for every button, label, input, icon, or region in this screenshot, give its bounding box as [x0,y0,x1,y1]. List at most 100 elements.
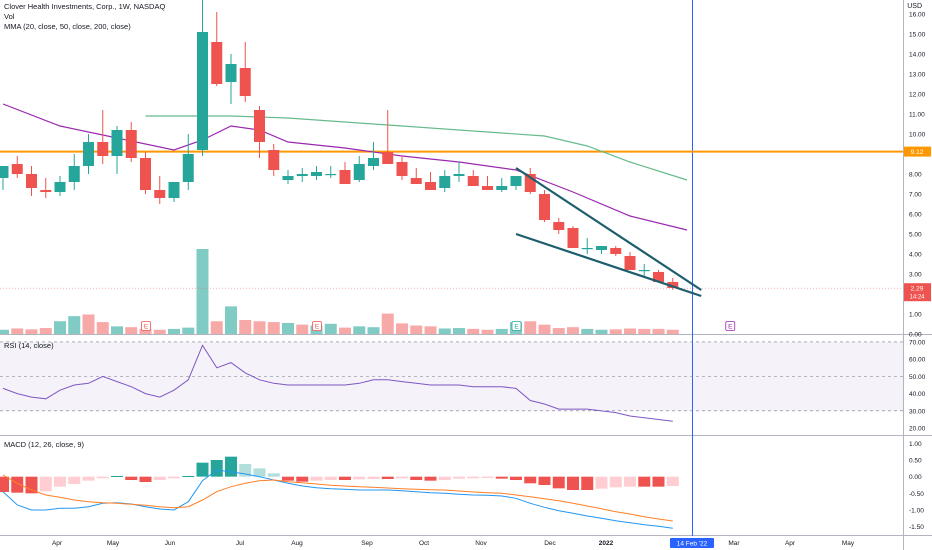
volume-bar [467,328,480,334]
candle-body [638,270,650,272]
macd-histogram-bar [39,476,52,492]
ma50-line [145,115,688,181]
volume-bar [481,329,494,334]
candle-body [83,142,94,166]
candle-body [653,272,664,282]
price-tick-label: 13.00 [909,72,926,79]
macd-histogram-bar [168,476,180,479]
macd-histogram-bar [111,476,123,477]
macd-histogram-bar [410,476,423,480]
macd-histogram-bar [367,476,380,479]
rsi-line [2,344,673,422]
volume-bar [282,322,294,334]
macd-histogram-bar [196,462,209,477]
volume-bar [11,328,24,334]
macd-histogram-bar [125,476,138,480]
crosshair-date-box [670,538,714,548]
candle-body [425,182,436,190]
candle-body [396,162,408,176]
last-price-box [904,283,931,302]
candle-body [553,222,565,230]
symbol-title: Clover Health Investments, Corp., 1W, NA… [4,2,166,11]
time-tick-label: May [107,540,120,547]
macd-tick-label: 0.50 [909,458,922,465]
macd-histogram-bar [581,476,594,490]
candle-body [140,158,151,190]
price-tick-label: 6.00 [909,212,922,219]
candle-body [539,194,550,220]
volume-bar [396,323,408,334]
volume-bar [538,324,551,334]
volume-bar [125,327,138,334]
macd-tick-label: -1.00 [909,508,924,515]
rsi-tick-label: 60.00 [909,357,926,364]
macd-tick-label: -1.50 [909,524,924,531]
macd-histogram-bar [481,476,494,478]
candle-body [211,42,223,84]
price-tick-label: 14.00 [909,52,926,59]
volume-bar [581,328,594,334]
wedge-trendline [515,167,702,291]
time-tick-label: Apr [785,540,796,547]
volume-bar [111,326,123,334]
earnings-marker [141,321,151,331]
candle-body [225,64,237,82]
time-tick-label: Jun [165,540,176,547]
time-tick-label: Apr [52,540,63,547]
candle-body [0,166,9,178]
level-price-label: 9.12 [911,149,924,156]
rsi-tick-label: 30.00 [909,408,926,415]
macd-histogram-bar [0,476,9,492]
time-tick-label: Jul [236,540,245,547]
volume-bar [253,321,266,334]
rsi-pane[interactable] [0,341,903,422]
earnings-marker-label: E [315,324,320,331]
volume-bar [210,321,223,334]
volume-bar [495,328,508,334]
volume-bar [567,327,579,334]
price-tick-label: 3.00 [909,272,922,279]
volume-bar [324,323,337,334]
macd-histogram-bar [68,476,81,484]
earnings-marker-label: E [514,324,519,331]
candle-body [496,186,508,190]
candle-body [68,166,80,182]
candle-body [97,142,109,156]
macd-tick-label: -0.50 [909,491,924,498]
macd-histogram-bar [339,476,351,480]
volume-bar [524,321,537,334]
volume-bar [666,329,679,334]
candle-body [168,182,180,198]
volume-bar [652,328,665,334]
volume-bar [367,327,380,334]
volume-bar [595,329,608,334]
candle-body [410,178,422,184]
macd-histogram-bar [609,476,622,488]
time-tick-label: Oct [419,540,429,547]
earnings-marker [725,321,736,331]
candle-body [510,176,522,186]
volume-bar [54,321,66,334]
macd-histogram-bar [438,476,451,480]
volume-bar [609,329,622,334]
macd-tick-label: 0.00 [909,474,922,481]
macd-histogram-bar [652,476,665,487]
volume-bar [381,313,394,334]
macd-histogram-bar [25,476,38,494]
candle-body [311,172,322,176]
volume-bar [624,328,636,334]
volume-bar [68,316,81,334]
last-price-label: 2.29 [911,286,924,293]
wedge-trendline [515,232,702,298]
time-tick-label: Aug [291,540,303,547]
macd-histogram-bar [524,476,537,484]
volume-bar [82,314,95,334]
macd-histogram-bar [96,476,109,479]
candle-body [26,174,37,188]
macd-histogram-bar [567,476,579,490]
price-tick-label: 0.00 [909,332,922,339]
time-tick-label: 2022 [599,540,614,547]
macd-pane[interactable] [0,456,679,529]
